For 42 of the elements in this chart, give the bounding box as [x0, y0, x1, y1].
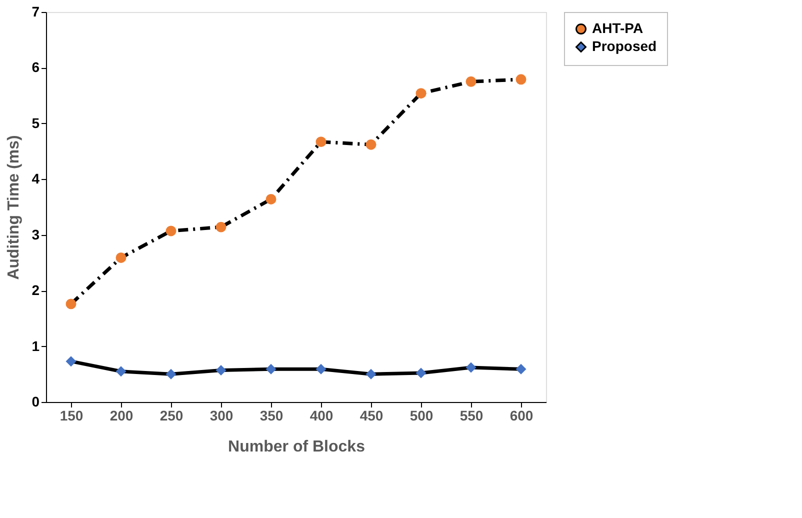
y-tick-label: 1 [32, 338, 40, 354]
point [416, 368, 426, 378]
y-tick-label: 0 [32, 394, 40, 410]
y-tick-label: 4 [32, 170, 40, 187]
point [116, 252, 126, 263]
point [316, 136, 326, 148]
y-tick-label: 7 [32, 4, 40, 20]
point [466, 76, 476, 87]
x-tick-label: 400 [310, 408, 334, 424]
point [166, 368, 176, 380]
legend-label: Proposed [592, 38, 657, 54]
legend-label: AHT-PA [592, 20, 644, 36]
x-tick-label: 450 [360, 408, 384, 424]
point [366, 368, 376, 380]
point [516, 74, 526, 85]
x-tick-label: 200 [110, 408, 134, 424]
x-tick-label: 150 [60, 408, 84, 424]
y-tick-label: 5 [32, 114, 40, 131]
y-tick-label: 6 [32, 59, 40, 76]
point [66, 356, 76, 367]
point [166, 226, 176, 236]
x-tick-label: 300 [210, 408, 234, 424]
point [66, 298, 76, 310]
x-tick-label: 500 [410, 408, 434, 424]
point [216, 365, 226, 376]
y-tick-label: 3 [32, 226, 40, 242]
point [466, 362, 476, 373]
point [116, 366, 126, 377]
point [216, 222, 226, 232]
point [266, 364, 276, 374]
point [416, 88, 426, 99]
point [266, 194, 276, 204]
x-tick-label: 550 [460, 408, 484, 424]
point [366, 139, 376, 150]
x-tick-label: 600 [510, 408, 534, 424]
x-axis-title: Number of Blocks [228, 438, 366, 456]
y-tick-label: 2 [32, 282, 40, 298]
x-tick-label: 350 [260, 408, 284, 424]
point [316, 364, 326, 374]
point [516, 364, 526, 374]
x-tick-label: 250 [160, 408, 184, 424]
y-axis-title: Auditing Time (ms) [6, 135, 23, 280]
